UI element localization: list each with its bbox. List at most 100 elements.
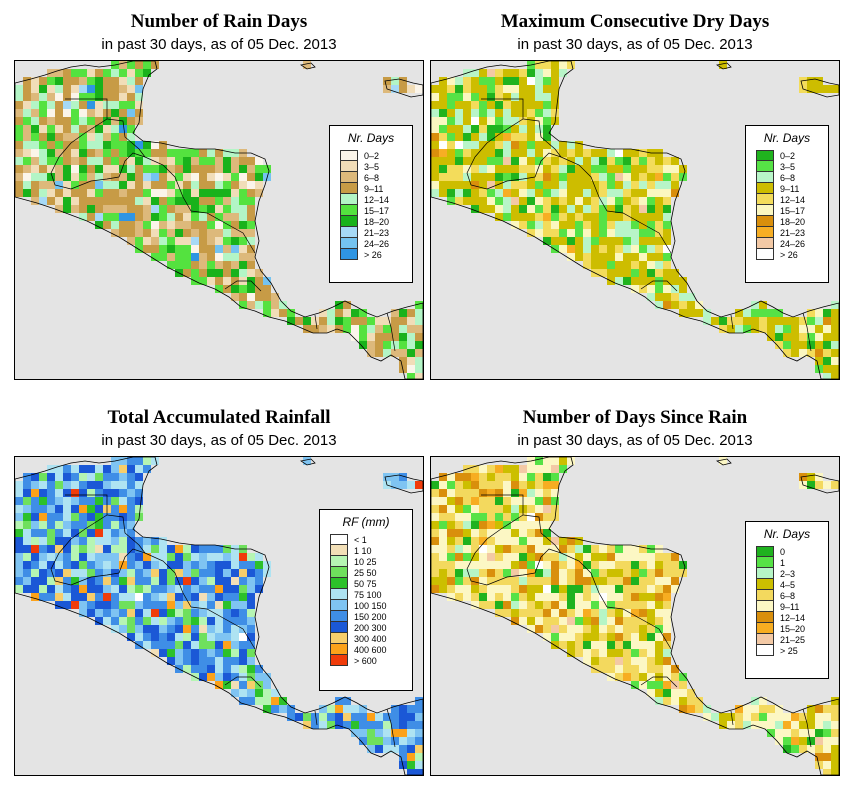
grid-cell bbox=[511, 205, 519, 213]
legend-entry: 12–14 bbox=[340, 194, 412, 205]
grid-cell bbox=[495, 101, 503, 109]
grid-cell bbox=[495, 561, 503, 569]
legend-entry: 6–8 bbox=[756, 172, 828, 183]
grid-cell bbox=[487, 497, 495, 505]
grid-cell bbox=[647, 673, 655, 681]
grid-cell bbox=[239, 569, 247, 577]
grid-cell bbox=[111, 545, 119, 553]
grid-cell bbox=[159, 593, 167, 601]
grid-cell bbox=[383, 745, 391, 753]
grid-cell bbox=[287, 713, 295, 721]
grid-cell bbox=[223, 601, 231, 609]
grid-cell bbox=[223, 561, 231, 569]
grid-cell bbox=[183, 165, 191, 173]
grid-cell bbox=[679, 165, 687, 173]
grid-cell bbox=[143, 221, 151, 229]
grid-cell bbox=[151, 593, 159, 601]
grid-cell bbox=[823, 745, 831, 753]
grid-cell bbox=[31, 125, 39, 133]
grid-cell bbox=[391, 473, 399, 481]
grid-cell bbox=[631, 229, 639, 237]
grid-cell bbox=[559, 561, 567, 569]
grid-cell bbox=[455, 197, 463, 205]
grid-cell bbox=[231, 237, 239, 245]
grid-cell bbox=[191, 181, 199, 189]
grid-cell bbox=[207, 665, 215, 673]
country-border bbox=[606, 210, 672, 254]
grid-cell bbox=[639, 285, 647, 293]
grid-cell bbox=[599, 569, 607, 577]
grid-cell bbox=[599, 641, 607, 649]
map-days-since-rain[interactable]: Nr. Days 0 1 2–3 4–5 6–8 9–11 12–14 15–20 21–25 >… bbox=[430, 456, 840, 776]
grid-cell bbox=[559, 585, 567, 593]
grid-cell bbox=[159, 197, 167, 205]
grid-cell bbox=[607, 633, 615, 641]
grid-cell bbox=[247, 197, 255, 205]
grid-cell bbox=[399, 473, 407, 481]
legend-swatch bbox=[756, 612, 774, 623]
grid-cell bbox=[551, 181, 559, 189]
panel-title: Maximum Consecutive Dry Days bbox=[500, 11, 770, 32]
grid-cell bbox=[327, 325, 335, 333]
grid-cell bbox=[671, 697, 679, 705]
grid-cell bbox=[239, 617, 247, 625]
grid-cell bbox=[495, 505, 503, 513]
grid-cell bbox=[815, 85, 823, 93]
grid-cell bbox=[167, 569, 175, 577]
grid-cell bbox=[463, 141, 471, 149]
grid-cell bbox=[71, 117, 79, 125]
legend: Nr. Days 0–2 3–5 6–8 9–11 12–14 15–17 18–20 21–… bbox=[329, 125, 413, 283]
grid-cell bbox=[655, 609, 663, 617]
country-border bbox=[386, 708, 396, 748]
legend-label: 400 600 bbox=[354, 644, 387, 655]
grid-cell bbox=[183, 633, 191, 641]
grid-cell bbox=[231, 593, 239, 601]
grid-cell bbox=[71, 165, 79, 173]
grid-cell bbox=[559, 465, 567, 473]
grid-cell bbox=[127, 489, 135, 497]
grid-cell bbox=[207, 601, 215, 609]
grid-cell bbox=[119, 221, 127, 229]
grid-cell bbox=[231, 253, 239, 261]
grid-cell bbox=[455, 173, 463, 181]
grid-cell bbox=[127, 481, 135, 489]
grid-cell bbox=[775, 325, 783, 333]
grid-cell bbox=[831, 729, 839, 737]
grid-cell bbox=[791, 317, 799, 325]
grid-cell bbox=[223, 269, 231, 277]
map-rain-days[interactable]: Nr. Days 0–2 3–5 6–8 9–11 12–14 15–17 18–20 21–… bbox=[14, 60, 424, 380]
map-max-dry-days[interactable]: Nr. Days 0–2 3–5 6–8 9–11 12–14 15–17 18–20 21–… bbox=[430, 60, 840, 380]
grid-cell bbox=[95, 505, 103, 513]
grid-cell bbox=[383, 729, 391, 737]
grid-cell bbox=[527, 465, 535, 473]
grid-cell bbox=[55, 545, 63, 553]
grid-cell bbox=[559, 593, 567, 601]
grid-cell bbox=[359, 713, 367, 721]
grid-cell bbox=[95, 85, 103, 93]
grid-cell bbox=[231, 553, 239, 561]
grid-cell bbox=[767, 721, 775, 729]
grid-cell bbox=[655, 689, 663, 697]
grid-cell bbox=[15, 149, 23, 157]
grid-cell bbox=[463, 521, 471, 529]
grid-cell bbox=[647, 569, 655, 577]
legend-label: 10 25 bbox=[354, 556, 377, 567]
grid-cell bbox=[63, 545, 71, 553]
grid-cell bbox=[631, 625, 639, 633]
grid-cell bbox=[591, 569, 599, 577]
grid-cell bbox=[623, 665, 631, 673]
grid-cell bbox=[95, 205, 103, 213]
grid-cell bbox=[47, 165, 55, 173]
grid-cell bbox=[559, 545, 567, 553]
grid-cell bbox=[831, 85, 839, 93]
grid-cell bbox=[583, 253, 591, 261]
grid-cell bbox=[519, 221, 527, 229]
grid-cell bbox=[71, 545, 79, 553]
legend-label: > 600 bbox=[354, 655, 377, 666]
grid-cell bbox=[175, 229, 183, 237]
grid-cell bbox=[407, 745, 415, 753]
grid-cell bbox=[79, 93, 87, 101]
grid-cell bbox=[95, 537, 103, 545]
grid-cell bbox=[551, 465, 559, 473]
